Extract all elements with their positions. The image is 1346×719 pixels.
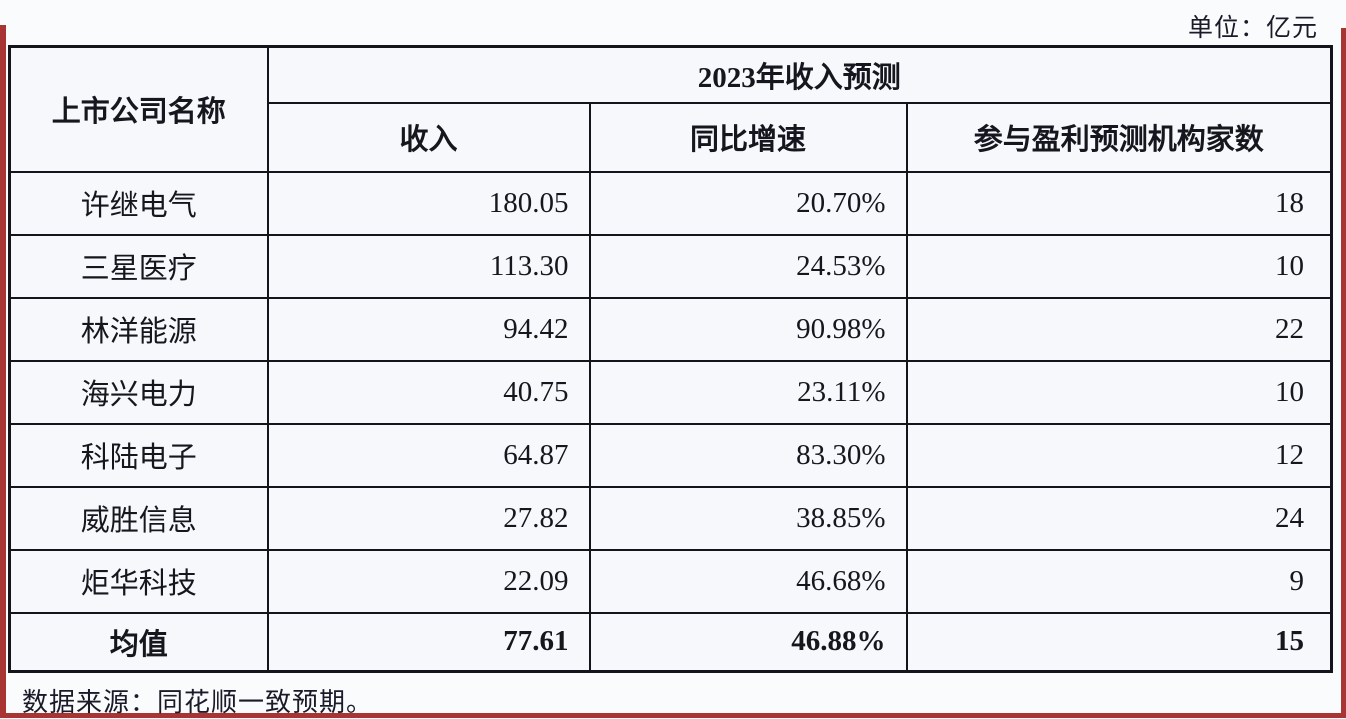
institutions-cell: 24 — [905, 485, 1333, 551]
company-name-cell: 三星医疗 — [8, 233, 269, 299]
company-name-cell: 威胜信息 — [8, 485, 269, 551]
company-name-cell: 炬华科技 — [8, 548, 269, 614]
unit-label: 单位：亿元 — [1187, 15, 1318, 42]
table-row: 海兴电力 40.75 23.11% 10 — [8, 359, 1333, 425]
revenue-cell: 113.30 — [266, 233, 591, 299]
revenue-cell: 40.75 — [266, 359, 591, 425]
company-name-cell: 许继电气 — [8, 170, 269, 236]
company-name-cell: 林洋能源 — [8, 296, 269, 362]
header-company-name: 上市公司名称 — [8, 45, 269, 173]
yoy-cell: 90.98% — [588, 296, 908, 362]
company-name-cell: 科陆电子 — [8, 422, 269, 488]
summary-revenue-cell: 77.61 — [266, 611, 591, 673]
institutions-cell: 12 — [905, 422, 1333, 488]
header-revenue: 收入 — [266, 101, 591, 173]
yoy-cell: 23.11% — [588, 359, 908, 425]
summary-institutions-cell: 15 — [905, 611, 1333, 673]
summary-yoy-cell: 46.88% — [588, 611, 908, 673]
table-row: 威胜信息 27.82 38.85% 24 — [8, 485, 1333, 551]
revenue-cell: 64.87 — [266, 422, 591, 488]
table-row: 林洋能源 94.42 90.98% 22 — [8, 296, 1333, 362]
header-group-title: 2023年收入预测 — [266, 45, 1333, 104]
summary-row: 均值 77.61 46.88% 15 — [8, 611, 1333, 673]
header-institution-count: 参与盈利预测机构家数 — [905, 101, 1333, 173]
yoy-cell: 38.85% — [588, 485, 908, 551]
table-row: 炬华科技 22.09 46.68% 9 — [8, 548, 1333, 614]
institutions-cell: 18 — [905, 170, 1333, 236]
institutions-cell: 22 — [905, 296, 1333, 362]
revenue-cell: 180.05 — [266, 170, 591, 236]
yoy-cell: 24.53% — [588, 233, 908, 299]
data-source-note: 数据来源：同花顺一致预期。 — [22, 688, 374, 717]
yoy-cell: 20.70% — [588, 170, 908, 236]
institutions-cell: 10 — [905, 233, 1333, 299]
institutions-cell: 10 — [905, 359, 1333, 425]
institutions-cell: 9 — [905, 548, 1333, 614]
company-name-cell: 海兴电力 — [8, 359, 269, 425]
revenue-cell: 22.09 — [266, 548, 591, 614]
red-page-edge-left — [0, 25, 6, 718]
summary-label-cell: 均值 — [8, 611, 269, 673]
revenue-cell: 27.82 — [266, 485, 591, 551]
table-row: 许继电气 180.05 20.70% 18 — [8, 170, 1333, 236]
revenue-cell: 94.42 — [266, 296, 591, 362]
yoy-cell: 46.68% — [588, 548, 908, 614]
revenue-forecast-table: 上市公司名称 2023年收入预测 收入 同比增速 参与盈利预测机构家数 许继电气… — [8, 45, 1334, 673]
yoy-cell: 83.30% — [588, 422, 908, 488]
table-row: 科陆电子 64.87 83.30% 12 — [8, 422, 1333, 488]
header-yoy-growth: 同比增速 — [588, 101, 908, 173]
red-page-edge-bottom — [0, 713, 1346, 718]
red-page-edge-right — [1341, 28, 1346, 718]
table-row: 三星医疗 113.30 24.53% 10 — [8, 233, 1333, 299]
